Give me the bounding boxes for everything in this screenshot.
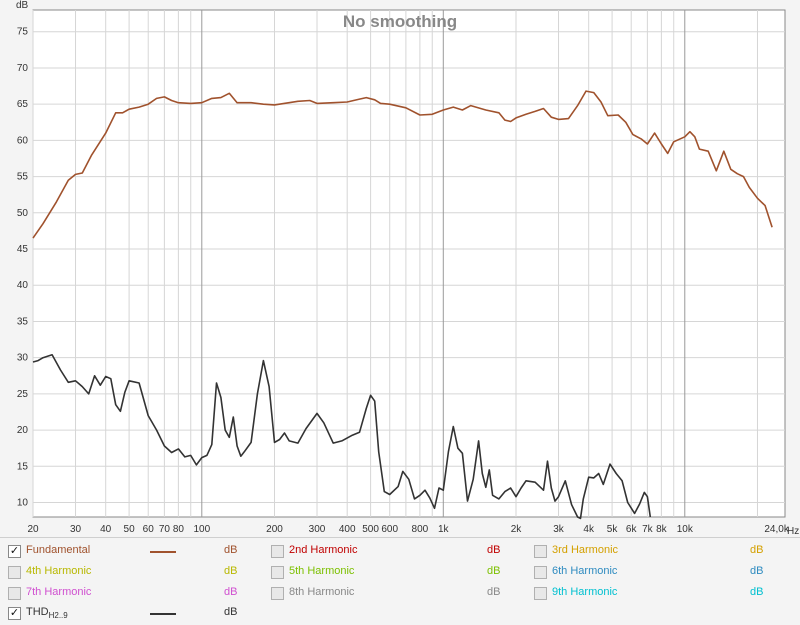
y-tick-label: 55 <box>17 172 29 183</box>
h2-label: 2nd Harmonic <box>289 544 358 556</box>
fundamental-swatch <box>150 551 176 553</box>
y-axis-ticks: 10 15 20 25 30 35 40 45 50 55 60 65 70 75 <box>17 27 29 509</box>
legend-h3[interactable]: 3rd Harmonic dB <box>534 543 774 563</box>
y-axis-unit: dB <box>16 0 29 11</box>
x-tick-label: 5k <box>607 524 619 535</box>
x-tick-label: 100 <box>193 524 210 535</box>
h7-checkbox[interactable] <box>8 587 21 600</box>
h7-label: 7th Harmonic <box>26 586 92 598</box>
y-tick-label: 65 <box>17 99 29 110</box>
plot-area <box>32 9 786 518</box>
thd-unit: dB <box>224 606 238 618</box>
x-tick-label: 3k <box>553 524 565 535</box>
fundamental-label: Fundamental <box>26 544 91 556</box>
y-tick-label: 10 <box>17 498 29 509</box>
h3-checkbox[interactable] <box>534 545 547 558</box>
x-tick-label: 7k <box>642 524 654 535</box>
grid <box>32 10 785 517</box>
chart-title: No smoothing <box>343 12 457 31</box>
h8-checkbox[interactable] <box>271 587 284 600</box>
y-tick-label: 40 <box>17 280 29 291</box>
y-tick-label: 35 <box>17 316 29 327</box>
x-axis-unit: Hz <box>787 526 799 537</box>
thd-swatch <box>150 613 176 615</box>
h2-unit: dB <box>487 544 501 556</box>
h9-unit: dB <box>750 586 764 598</box>
x-tick-label: 400 <box>339 524 356 535</box>
x-tick-label: 1k <box>438 524 450 535</box>
legend-h2[interactable]: 2nd Harmonic dB <box>271 543 511 563</box>
y-tick-label: 30 <box>17 353 29 364</box>
thd-label: THDH2..9 <box>26 606 68 620</box>
y-tick-label: 45 <box>17 244 29 255</box>
y-tick-label: 15 <box>17 461 29 472</box>
h4-checkbox[interactable] <box>8 566 21 579</box>
x-tick-label: 40 <box>100 524 112 535</box>
y-tick-label: 50 <box>17 208 29 219</box>
h5-checkbox[interactable] <box>271 566 284 579</box>
h9-checkbox[interactable] <box>534 587 547 600</box>
y-tick-label: 25 <box>17 389 29 400</box>
x-tick-label: 24,0k <box>764 524 789 535</box>
h6-label: 6th Harmonic <box>552 565 618 577</box>
series-lines <box>32 90 773 520</box>
x-tick-label: 60 <box>143 524 155 535</box>
x-tick-label: 50 <box>124 524 136 535</box>
h6-unit: dB <box>750 565 764 577</box>
h3-unit: dB <box>750 544 764 556</box>
legend-h9[interactable]: 9th Harmonic dB <box>534 585 774 605</box>
thd-checkbox[interactable]: ✓ <box>8 607 21 620</box>
x-tick-label: 80 <box>173 524 185 535</box>
h8-unit: dB <box>487 586 501 598</box>
h8-label: 8th Harmonic <box>289 586 355 598</box>
h7-unit: dB <box>224 586 238 598</box>
thd-label-sub: H2..9 <box>48 611 68 621</box>
x-tick-label: 500 <box>362 524 379 535</box>
x-tick-label: 10k <box>677 524 694 535</box>
series-line-thd-h2-9 <box>32 353 652 520</box>
x-tick-label: 2k <box>511 524 523 535</box>
thd-label-text: THD <box>26 606 49 618</box>
x-tick-label: 70 <box>159 524 171 535</box>
frequency-response-chart: 10 15 20 25 30 35 40 45 50 55 60 65 70 75 20 30 40 50 60 7… <box>16 0 799 537</box>
x-tick-label: 200 <box>266 524 283 535</box>
x-tick-label: 4k <box>583 524 595 535</box>
h5-unit: dB <box>487 565 501 577</box>
legend-h8[interactable]: 8th Harmonic dB <box>271 585 511 605</box>
h3-label: 3rd Harmonic <box>552 544 619 556</box>
legend-h6[interactable]: 6th Harmonic dB <box>534 564 774 584</box>
x-tick-label: 8k <box>656 524 668 535</box>
x-tick-label: 800 <box>412 524 429 535</box>
legend-h5[interactable]: 5th Harmonic dB <box>271 564 511 584</box>
y-tick-label: 70 <box>17 63 29 74</box>
x-tick-label: 20 <box>27 524 39 535</box>
fundamental-unit: dB <box>224 544 238 556</box>
h4-label: 4th Harmonic <box>26 565 92 577</box>
x-tick-label: 600 <box>381 524 398 535</box>
h9-label: 9th Harmonic <box>552 586 618 598</box>
h5-label: 5th Harmonic <box>289 565 355 577</box>
x-tick-label: 6k <box>626 524 638 535</box>
h4-unit: dB <box>224 565 238 577</box>
x-tick-label: 30 <box>70 524 82 535</box>
x-tick-label: 300 <box>309 524 326 535</box>
x-axis-ticks: 20 30 40 50 60 70 80 100 200 300 400 500 600 800 1k 2k 3… <box>27 524 789 535</box>
legend-h4[interactable]: 4th Harmonic dB <box>8 564 248 584</box>
y-tick-label: 75 <box>17 27 29 38</box>
legend-h7[interactable]: 7th Harmonic dB <box>8 585 248 605</box>
h6-checkbox[interactable] <box>534 566 547 579</box>
h2-checkbox[interactable] <box>271 545 284 558</box>
legend-fundamental[interactable]: ✓ Fundamental dB <box>8 543 248 563</box>
series-line-fundamental <box>32 90 773 239</box>
legend-thd[interactable]: ✓ THDH2..9 dB <box>8 605 248 625</box>
y-tick-label: 20 <box>17 425 29 436</box>
y-tick-label: 60 <box>17 135 29 146</box>
fundamental-checkbox[interactable]: ✓ <box>8 545 21 558</box>
legend-panel: ✓ Fundamental dB 2nd Harmonic dB 3rd Har… <box>0 537 800 625</box>
